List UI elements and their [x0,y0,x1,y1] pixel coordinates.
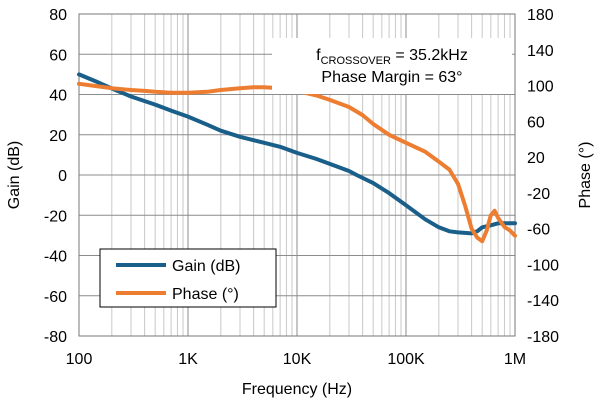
y-tick-label: -20 [44,208,67,225]
y2-tick-label: -140 [527,293,559,310]
annotation-background [272,38,512,94]
y2-tick-label: 60 [527,114,545,131]
annotation-prefix: f [316,47,321,64]
y2-tick-label: 100 [527,79,554,96]
x-tick-label: 100 [66,351,93,368]
y2-axis-title: Phase (°) [577,142,594,209]
y2-tick-label: -60 [527,222,550,239]
y-axis-title: Gain (dB) [6,141,23,209]
x-tick-labels: 100 1K 10K 100K 1M [66,351,526,368]
y2-tick-label: -20 [527,186,550,203]
y-tick-labels: 80 60 40 20 0 -20 -40 -60 -80 [44,7,67,346]
y-tick-label: 20 [49,128,67,145]
y2-tick-label: 140 [527,43,554,60]
y-tick-label: 0 [58,168,67,185]
legend-label-gain: Gain (dB) [172,258,240,275]
y-tick-label: -40 [44,249,67,266]
crossover-annotation: fCROSSOVER = 35.2kHz Phase Margin = 63° [272,38,512,94]
x-tick-label: 1M [504,351,526,368]
y-tick-label: 80 [49,7,67,24]
annotation-subscript: CROSSOVER [321,55,391,67]
y2-tick-label: -180 [527,329,559,346]
legend-box [99,248,277,308]
series-line-phase [77,81,517,244]
crossover-frequency-label: fCROSSOVER = 35.2kHz [316,47,468,67]
x-tick-label: 100K [387,351,425,368]
x-tick-label: 10K [283,351,312,368]
x-tick-label: 1K [178,351,198,368]
series-line-gain [77,72,517,236]
y2-tick-label: 20 [527,150,545,167]
series-layer [77,72,517,244]
y2-tick-label: -100 [527,257,559,274]
y-tick-label: -80 [44,329,67,346]
y-tick-label: -60 [44,289,67,306]
y2-tick-label: 180 [527,7,554,24]
y-tick-label: 60 [49,47,67,64]
x-axis-title: Frequency (Hz) [242,381,352,398]
legend: Gain (dB) Phase (°) [99,248,277,308]
y2-tick-labels: 180 140 100 60 20 -20 -60 -100 -140 -180 [527,7,559,346]
legend-label-phase: Phase (°) [172,286,239,303]
plot-frame [78,13,516,337]
phase-margin-label: Phase Margin = 63° [321,69,462,86]
annotation-value: = 35.2kHz [391,47,468,64]
y-tick-label: 40 [49,88,67,105]
